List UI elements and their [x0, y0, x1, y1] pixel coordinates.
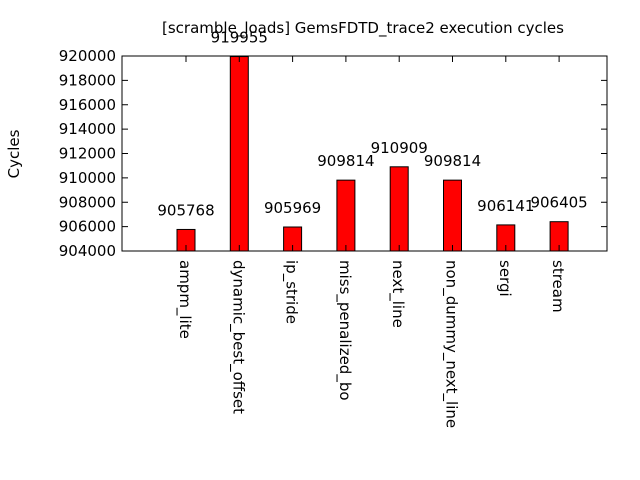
bar-dynamic_best_offset	[229, 56, 249, 252]
y-tick-label: 904000	[59, 242, 116, 260]
x-tick-label-sergi: sergi	[496, 260, 514, 297]
y-tick-label: 914000	[59, 120, 116, 138]
x-tick-label-non_dummy_next_line: non_dummy_next_line	[442, 260, 461, 428]
data-label-miss_penalized_bo: 909814	[317, 152, 374, 170]
bar-next_line	[389, 166, 409, 252]
x-tick-label-stream: stream	[549, 260, 567, 313]
y-tick-label: 906000	[59, 218, 116, 236]
y-tick-label: 918000	[59, 71, 116, 89]
x-tick-label-ampm_lite: ampm_lite	[175, 260, 194, 339]
data-label-ampm_lite: 905768	[157, 201, 214, 219]
y-tick-label: 908000	[59, 193, 116, 211]
bar-miss_penalized_bo	[336, 179, 356, 252]
data-label-sergi: 906141	[477, 197, 534, 215]
data-label-non_dummy_next_line: 909814	[424, 152, 481, 170]
data-label-ip_stride: 905969	[264, 199, 321, 217]
x-tick-label-dynamic_best_offset: dynamic_best_offset	[228, 260, 247, 414]
x-tick-label-next_line: next_line	[388, 260, 407, 328]
x-tick-label-ip_stride: ip_stride	[282, 260, 301, 324]
x-axis: ampm_lite dynamic_best_offset ip_stride mis…	[175, 56, 567, 428]
x-tick-label-miss_penalized_bo: miss_penalized_bo	[335, 260, 354, 401]
y-tick-label: 910000	[59, 169, 116, 187]
data-label-dynamic_best_offset: 919955	[211, 29, 268, 47]
y-tick-label: 916000	[59, 96, 116, 114]
chart-title: [scramble_loads] GemsFDTD_trace2 executi…	[162, 19, 564, 38]
y-tick-label: 912000	[59, 145, 116, 163]
data-label-stream: 906405	[530, 194, 587, 212]
bar-non_dummy_next_line	[443, 179, 462, 252]
data-label-next_line: 910909	[371, 139, 428, 157]
bar-series	[176, 56, 569, 252]
y-tick-label: 920000	[59, 47, 116, 65]
y-axis: 904000 906000 908000 910000 912000 914000 9160…	[59, 47, 607, 260]
y-axis-label: Cycles	[5, 129, 23, 178]
